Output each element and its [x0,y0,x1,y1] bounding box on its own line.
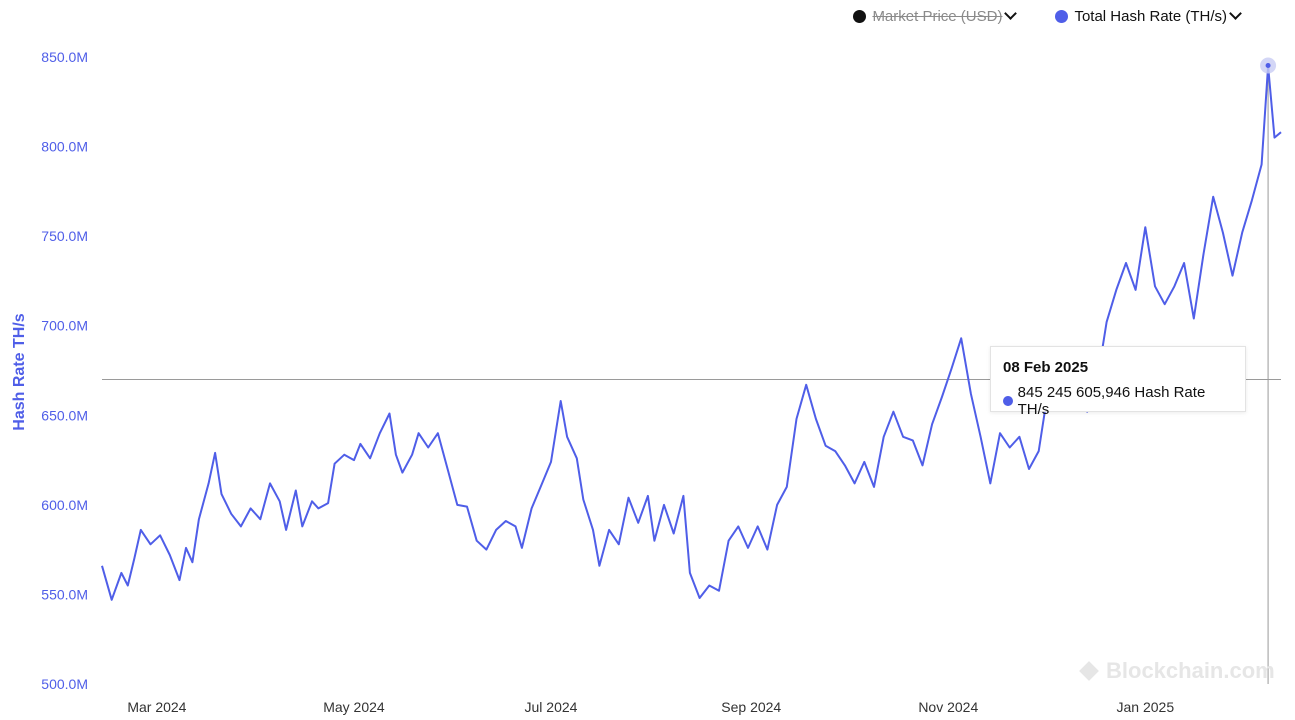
y-tick-label: 750.0M [41,228,88,244]
tooltip: 08 Feb 2025 845 245 605,946 Hash Rate TH… [990,346,1246,418]
x-axis: Mar 2024 May 2024 Jul 2024 Sep 2024 Nov 2024… [127,699,1174,715]
x-tick-label: Nov 2024 [918,699,978,715]
y-axis: 500.0M 550.0M 600.0M 650.0M 700.0M 750.0M 800.… [41,49,88,692]
tooltip-date: 08 Feb 2025 [1003,359,1089,376]
watermark-text: Blockchain.com [1106,658,1275,683]
x-tick-label: Sep 2024 [721,699,781,715]
y-axis-label: Hash Rate TH/s [11,313,28,430]
y-tick-label: 600.0M [41,497,88,513]
tooltip-value: 845 245 605,946 Hash Rate TH/s [1017,384,1206,418]
legend: Market Price (USD) Total Hash Rate (TH/s… [853,7,1242,25]
watermark: Blockchain.com [1079,658,1275,684]
y-tick-label: 700.0M [41,318,88,334]
chevron-down-icon[interactable] [1004,7,1018,20]
y-tick-label: 850.0M [41,49,88,65]
hash-rate-dot-icon [1055,10,1069,23]
chevron-down-icon[interactable] [1229,7,1242,20]
x-tick-label: Jul 2024 [525,699,578,715]
y-tick-label: 500.0M [41,676,88,692]
x-tick-label: Jan 2025 [1117,699,1175,715]
legend-label-market-price: Market Price (USD) [872,8,1003,25]
x-tick-label: May 2024 [323,699,385,715]
highlight-point [1265,63,1271,69]
legend-item-market-price[interactable]: Market Price (USD) [853,7,1018,25]
y-tick-label: 650.0M [41,407,88,423]
legend-label-hash-rate: Total Hash Rate (TH/s) [1074,8,1227,25]
tooltip-row: 845 245 605,946 Hash Rate TH/s [1003,384,1233,418]
x-tick-label: Mar 2024 [127,699,186,715]
legend-item-hash-rate[interactable]: Total Hash Rate (TH/s) [1055,7,1242,25]
market-price-dot-icon [853,10,867,23]
y-tick-label: 800.0M [41,139,88,155]
series-dot-icon [1003,396,1013,406]
hash-rate-series-line [101,65,1282,601]
blockchain-logo-icon [1079,661,1099,681]
y-tick-label: 550.0M [41,586,88,602]
